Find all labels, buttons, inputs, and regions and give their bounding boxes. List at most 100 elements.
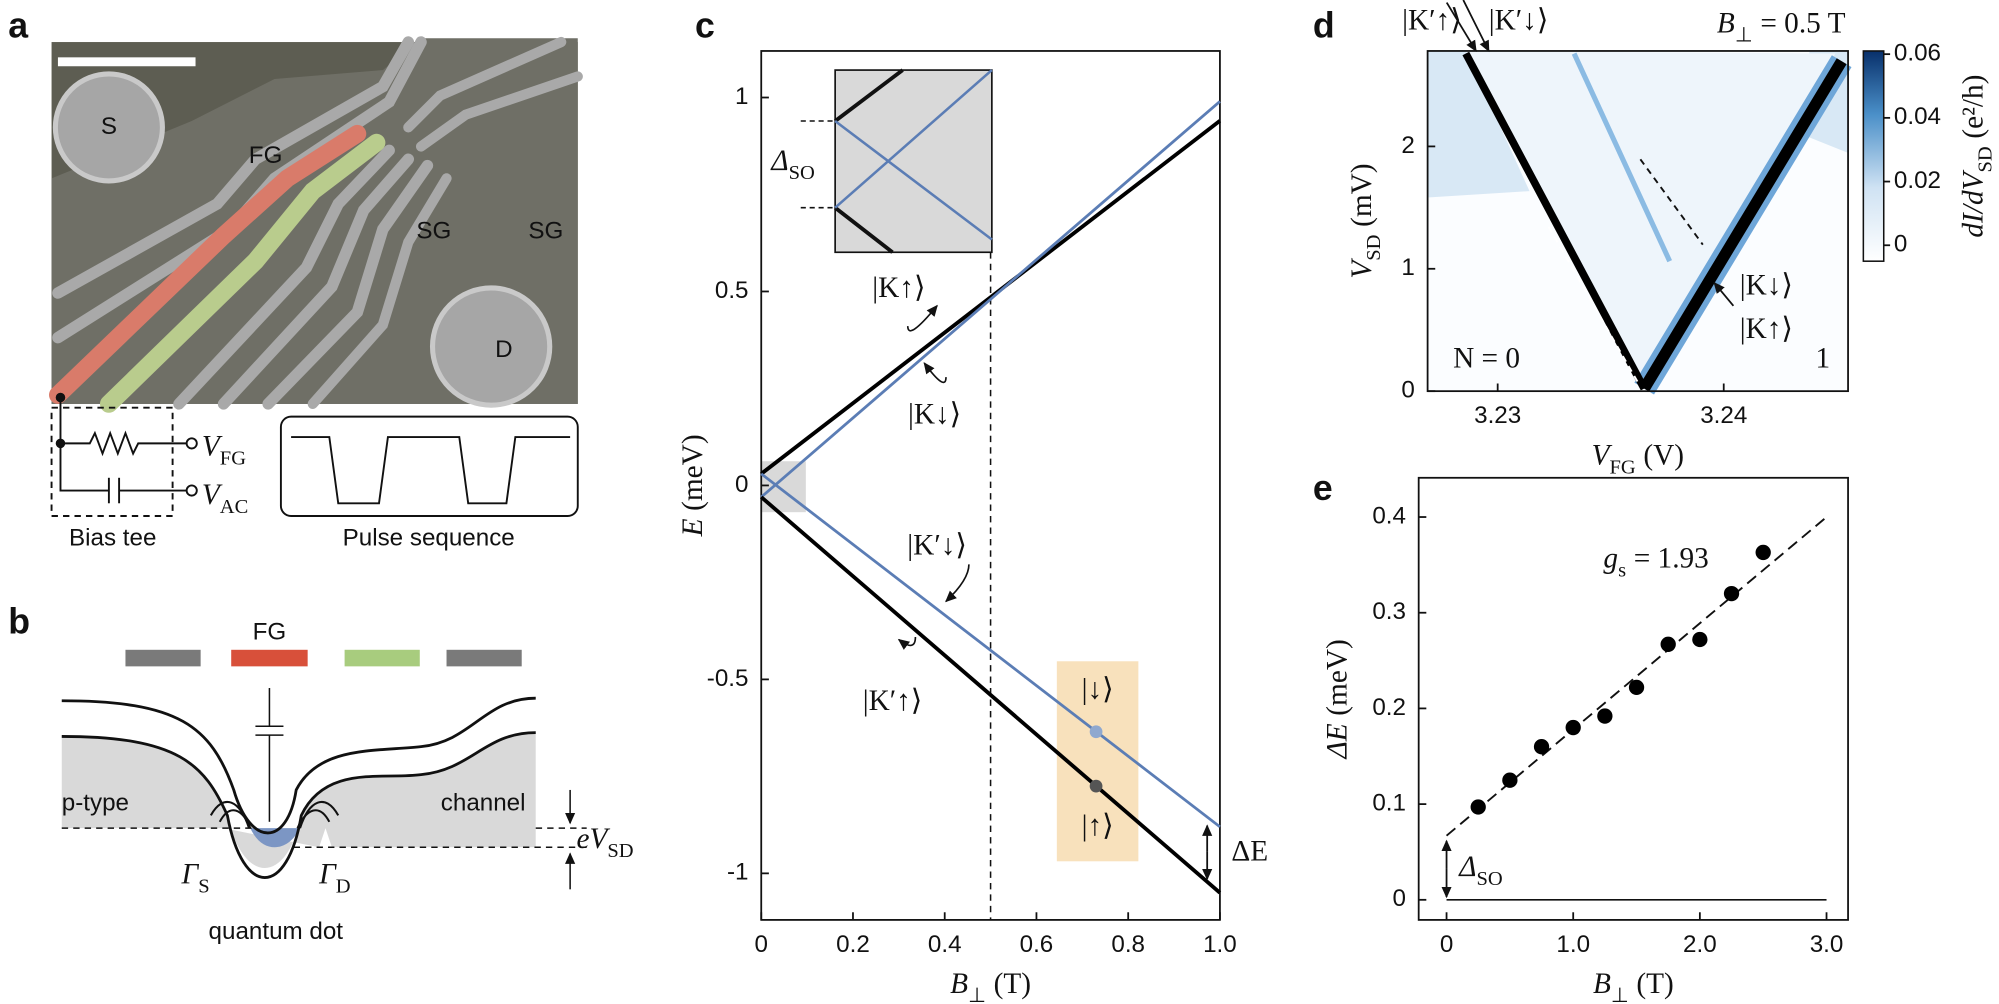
y-tick-label: 0.2 [1372, 694, 1406, 721]
y-tick-label: -0.5 [707, 665, 749, 692]
sem-label: FG [249, 142, 283, 169]
y-axis-label-main: E [677, 518, 709, 537]
heatmap-annotation: 1 [1816, 342, 1831, 374]
data-point [1470, 799, 1486, 815]
state-label: |↑⟩ [1082, 810, 1114, 842]
series-label: |K↓⟩ [908, 398, 961, 430]
x-tick-label: 0.8 [1111, 931, 1145, 958]
state-point [1089, 725, 1103, 739]
offset-label-sub: SO [1476, 868, 1502, 890]
colorbar-tick-label: 0.02 [1894, 167, 1941, 194]
x-tick-label: 3.24 [1700, 402, 1747, 429]
heatmap-annotation: |K↑⟩ [1740, 313, 1793, 345]
v-ac-label-main: V [202, 479, 223, 511]
y-tick-label: 2 [1401, 132, 1414, 159]
y-tick-label: 0 [1401, 377, 1414, 404]
y-tick-label: 0 [735, 471, 748, 498]
fit-label-main: g [1603, 542, 1618, 574]
heatmap-image [1427, 50, 1852, 395]
y-axis-label-rest: (meV) [1321, 639, 1353, 715]
y-tick-label: 0 [1392, 885, 1405, 912]
x-axis-label-sub: ⊥ [968, 985, 986, 1004]
x-tick-label: 0 [755, 931, 768, 958]
y-axis-label-rest: (mV) [1346, 163, 1378, 226]
pulse-label: Pulse sequence [343, 524, 515, 551]
series-pointer [906, 304, 938, 332]
state-point [1089, 779, 1103, 793]
series-line [760, 100, 1221, 499]
v-fg-label-main: V [202, 430, 223, 462]
x-tick-label: 1.0 [1203, 931, 1237, 958]
heatmap-title-rest: = 0.5 T [1760, 7, 1845, 39]
v-ac-label-sub: AC [220, 496, 248, 518]
sem-image [49, 36, 583, 413]
bias-tee-label: Bias tee [69, 524, 156, 551]
y-axis-label: E (meV) [677, 434, 709, 537]
heatmap-annotation: N = 0 [1453, 342, 1520, 374]
x-tick-label: 2.0 [1683, 931, 1717, 958]
annotation-pointer [1445, 2, 1477, 53]
x-axis-label-rest: (T) [994, 968, 1031, 1000]
circuit [50, 392, 579, 517]
panel-letter: d [1313, 5, 1335, 45]
colorbar-tick-label: 0 [1894, 231, 1907, 258]
band-diagram [61, 649, 587, 890]
v-ac-label: VAC [202, 479, 248, 518]
y-axis-label-main: V [1346, 258, 1378, 279]
plot-frame [1426, 50, 1849, 393]
colorbar-label-rest: (e²/h) [1957, 75, 1989, 139]
colorbar-tick-label: 0.04 [1894, 103, 1941, 130]
series-pointer [945, 564, 970, 603]
x-axis-label: VFG (V) [1592, 439, 1684, 478]
colorbar-label-main: dI/dV [1957, 169, 1989, 237]
series-label: |K′↑⟩ [863, 685, 923, 717]
gamma-s-label-sub: S [198, 875, 209, 897]
x-axis-label-main: B [950, 968, 968, 1000]
inset-label: ΔSO [770, 145, 814, 184]
state-label: |↓⟩ [1082, 674, 1114, 706]
gamma-d-label-sub: D [336, 875, 351, 897]
offset-label: ΔSO [1458, 851, 1502, 890]
delta-label: ΔE [1231, 835, 1268, 867]
sem-label: SG [528, 217, 563, 244]
x-axis-label-sub: ⊥ [1611, 985, 1629, 1004]
heatmap-guide [1547, 226, 1639, 383]
heatmap-annotation: |K′↓⟩ [1489, 5, 1549, 37]
data-point [1660, 636, 1676, 652]
annotation-pointer [1713, 281, 1735, 307]
colorbar-label-sub: SD [1974, 146, 1996, 172]
heatmap-title-sub: ⊥ [1735, 24, 1753, 46]
plot-frame [1417, 476, 1849, 921]
data-point [1597, 708, 1613, 724]
y-axis-label-sub: SD [1363, 235, 1385, 261]
data-point [1755, 544, 1771, 561]
gamma-d-label: ΓD [318, 858, 350, 897]
bias-label-sub: SD [607, 840, 633, 862]
panel-letter: a [8, 5, 29, 45]
heatmap-line [1571, 52, 1672, 263]
data-point [1565, 719, 1581, 736]
x-axis-label-rest: (V) [1643, 439, 1684, 471]
panel-letter: b [8, 602, 30, 642]
y-tick-label: 0.3 [1372, 598, 1406, 625]
gamma-s-label-main: Γ [181, 858, 200, 890]
colorbar-tick-label: 0.06 [1894, 40, 1941, 67]
fit-label-rest: = 1.93 [1634, 542, 1709, 574]
p-type-label: p-type [62, 789, 129, 816]
inset-lines [834, 69, 993, 241]
dot-label: quantum dot [209, 918, 344, 945]
y-axis-label-rest: (meV) [677, 434, 709, 510]
sem-label: D [495, 336, 512, 363]
x-tick-label: 3.23 [1474, 402, 1521, 429]
y-axis-label-main: ΔE [1321, 723, 1353, 759]
heatmap-line [1462, 51, 1648, 391]
y-axis-label: ΔE (meV) [1321, 639, 1353, 759]
x-axis-label-rest: (T) [1636, 968, 1673, 1000]
series-pointer [897, 637, 917, 650]
heatmap-annotation: |K↓⟩ [1740, 270, 1793, 302]
inset-label-sub: SO [789, 162, 815, 184]
channel-label: channel [441, 789, 526, 816]
data-point [1723, 585, 1740, 602]
series-label: |K↑⟩ [872, 272, 925, 304]
